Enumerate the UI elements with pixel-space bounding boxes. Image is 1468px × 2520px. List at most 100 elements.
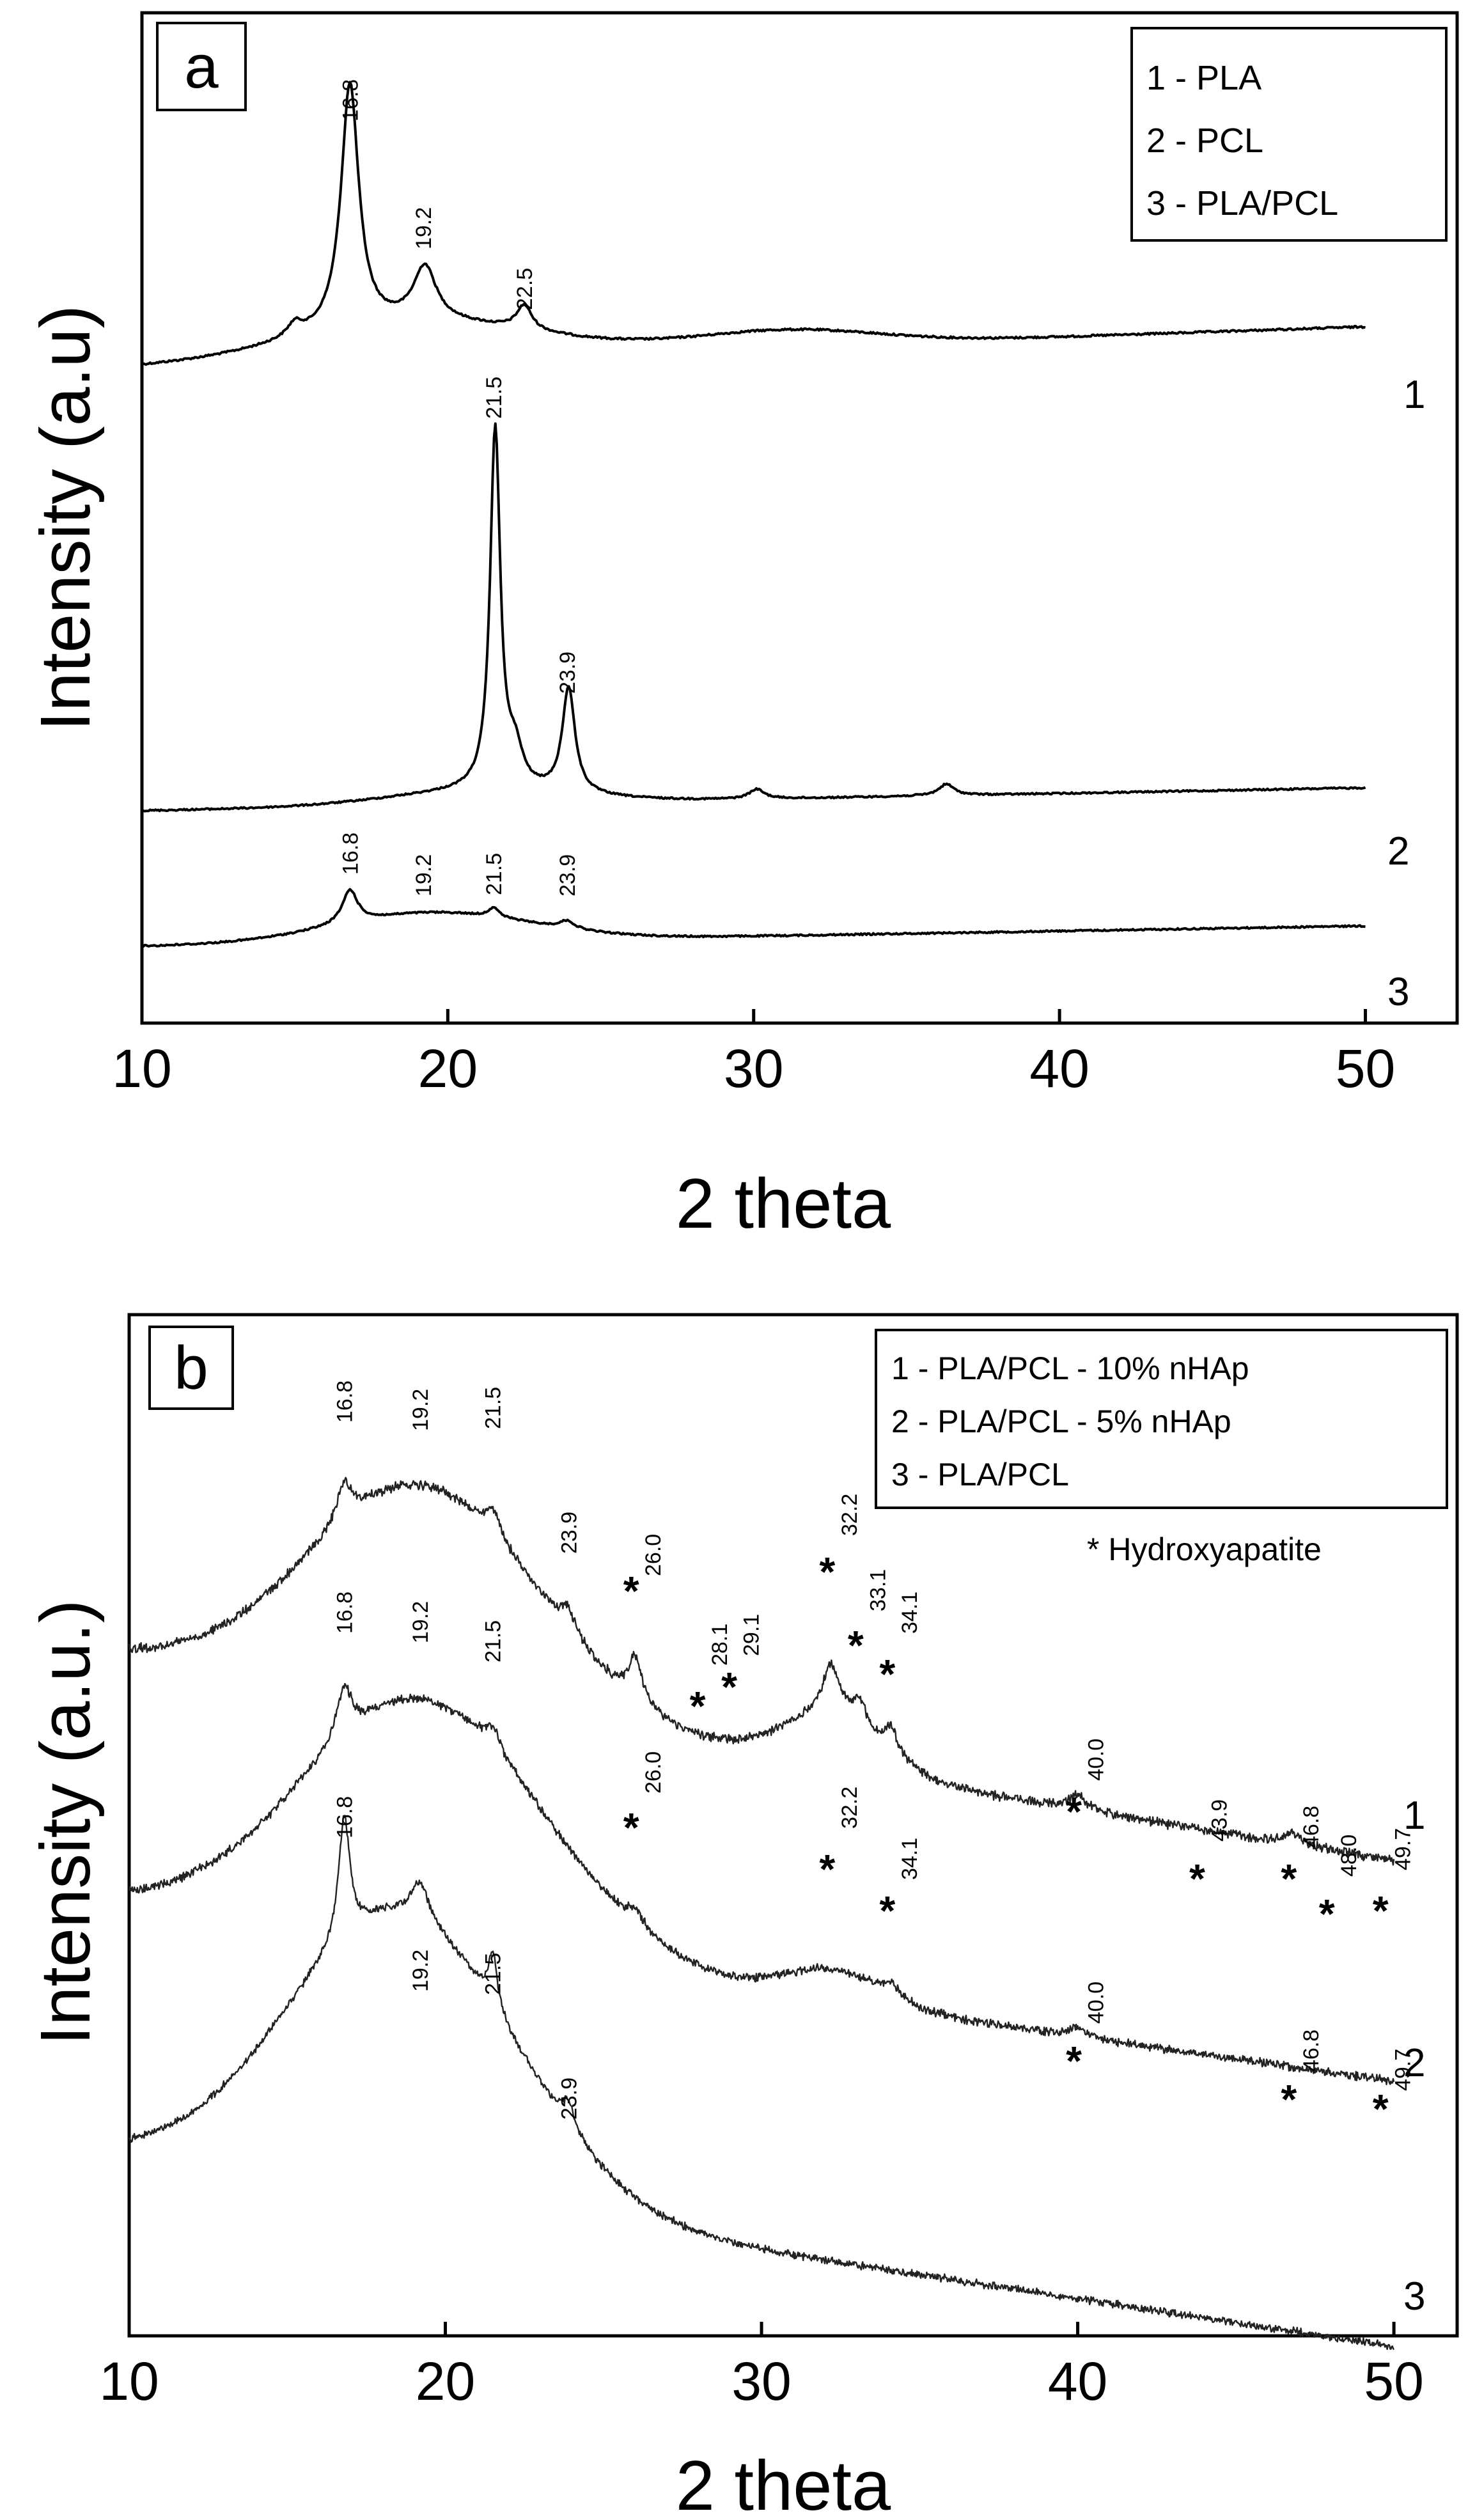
panel-b-series-1-peak-32.2: 32.2 (838, 1494, 862, 1536)
panel-a-x-tick-label-50: 50 (1336, 1038, 1395, 1099)
panel-b-series-1-peak-29.1: 29.1 (740, 1614, 764, 1656)
panel-a-letter-box (156, 22, 247, 111)
panel-b-series-1-peak-43.9: 43.9 (1207, 1799, 1231, 1842)
series-a-1-number: 1 (1403, 373, 1425, 417)
panel-b-series-1-ha-star-26.0: * (623, 1568, 639, 1614)
legend-a-item-2: 2 - PCL (1146, 121, 1263, 160)
panel-b-series-2-peak-32.2: 32.2 (838, 1787, 862, 1829)
legend-a-item-1: 1 - PLA (1146, 59, 1261, 97)
panel-a-series-1-peak-16.8: 16.8 (338, 79, 363, 121)
legend-b-item-3: 3 - PLA/PCL (891, 1457, 1069, 1492)
panel-b-series-1-ha-star-32.2: * (819, 1549, 835, 1595)
panel-b-series-1-ha-star-40.0: * (1066, 1788, 1082, 1835)
panel-b-x-tick-label-20: 20 (416, 2351, 475, 2411)
panel-a-frame (140, 11, 1459, 1025)
series-b-1-number: 1 (1403, 1794, 1425, 1838)
panel-b: b 1 - PLA/PCL - 10% nHAp 2 - PLA/PCL - 5… (26, 1313, 1459, 2520)
legend-b-item-1: 1 - PLA/PCL - 10% nHAp (891, 1350, 1249, 1386)
panel-b-series-1-peak-21.5: 21.5 (481, 1387, 506, 1429)
panel-b-series-2-peak-49.7: 49.7 (1391, 2049, 1415, 2091)
panel-a-series-3-peak-21.5: 21.5 (482, 853, 506, 895)
panel-a-series-2-peak-21.5: 21.5 (482, 377, 506, 419)
panel-b-series-2-ha-star-26.0: * (623, 1804, 639, 1851)
panel-b-series-2-peak-19.2: 19.2 (409, 1601, 433, 1643)
panel-b-series-2-peak-40.0: 40.0 (1084, 1982, 1109, 2024)
panel-b-series-1-ha-star-46.8: * (1281, 1856, 1297, 1902)
series-a-2-curve (141, 422, 1366, 813)
series-b-3-number: 3 (1403, 2274, 1425, 2319)
panel-b-series-3-peak-23.9: 23.9 (557, 2078, 581, 2120)
panel-b-series-2-ha-star-46.8: * (1281, 2076, 1297, 2122)
panel-b-series-2-ha-star-32.2: * (819, 1846, 835, 1892)
panel-b-x-tick-label-30: 30 (731, 2351, 791, 2411)
panel-b-series-2-peak-16.8: 16.8 (332, 1592, 357, 1634)
panel-b-series-1-peak-33.1: 33.1 (866, 1569, 890, 1611)
panel-b-series-2-peak-26.0: 26.0 (641, 1751, 666, 1794)
panel-b-x-axis: 10 20 30 40 50 (99, 2322, 1424, 2411)
panel-a-x-tick-label-20: 20 (418, 1038, 478, 1099)
panel-b-series-2-ha-star-49.7: * (1373, 2086, 1389, 2132)
panel-a-series-1-peak-19.2: 19.2 (412, 207, 436, 249)
series-a-2-number: 2 (1387, 829, 1409, 873)
panel-b-series-1-peak-40.0: 40.0 (1084, 1739, 1109, 1781)
panel-a-letter: a (184, 33, 219, 101)
panel-a-series-3-peak-16.8: 16.8 (338, 833, 363, 875)
panel-a-x-tick-label-40: 40 (1029, 1038, 1089, 1099)
panel-b-series-1-peak-46.8: 46.8 (1299, 1806, 1324, 1848)
panel-b-series-2-ha-star-34.1: * (879, 1888, 895, 1934)
panel-b-series-1-peak-34.1: 34.1 (898, 1592, 922, 1634)
panel-a-series-1-peak-22.5: 22.5 (513, 268, 537, 310)
panel-b-y-axis-title: Intensity (a.u.) (26, 1600, 105, 2046)
panel-a-x-axis-title: 2 theta (676, 1164, 891, 1243)
panel-a-series-3-peak-19.2: 19.2 (412, 854, 436, 896)
panel-b-x-tick-label-40: 40 (1048, 2351, 1107, 2411)
series-a-3-number: 3 (1387, 970, 1409, 1014)
panel-a-legend (1130, 27, 1448, 242)
panel-b-legend (875, 1329, 1448, 1509)
series-b-3-curve (128, 1815, 1395, 2351)
panel-b-series-1-ha-star-29.1: * (721, 1664, 737, 1710)
panel-a-x-axis: 10 20 30 40 50 (112, 1009, 1395, 1099)
panel-b-series-1-peak-16.8: 16.8 (332, 1381, 357, 1423)
series-b-2-number: 2 (1403, 2041, 1425, 2085)
panel-a-series-3-peak-23.9: 23.9 (556, 854, 580, 896)
panel-b-series-1-ha-star-49.7: * (1373, 1888, 1389, 1934)
legend-b-item-2: 2 - PLA/PCL - 5% nHAp (891, 1404, 1231, 1439)
panel-b-series-1-ha-star-48.0: * (1319, 1891, 1335, 1937)
panel-b-series-1-ha-star-34.1: * (879, 1651, 895, 1697)
panel-b-x-tick-label-10: 10 (99, 2351, 159, 2411)
legend-a-item-3: 3 - PLA/PCL (1146, 184, 1338, 223)
panel-b-series-2-peak-46.8: 46.8 (1299, 2030, 1324, 2072)
series-a-1-curve (141, 81, 1366, 366)
panel-b-series-2-peak-34.1: 34.1 (898, 1838, 922, 1880)
panel-b-series-1-peak-19.2: 19.2 (409, 1389, 433, 1431)
panel-b-series-2-ha-star-40.0: * (1066, 2038, 1082, 2084)
series-b-1-curve (128, 1476, 1395, 1866)
panel-b-series-1-peak-28.1: 28.1 (708, 1624, 732, 1666)
panel-b-letter-box (148, 1326, 234, 1410)
panel-b-series-3-peak-21.5: 21.5 (481, 1953, 506, 1995)
panel-b-x-tick-label-50: 50 (1364, 2351, 1423, 2411)
panel-b-x-axis-title: 2 theta (676, 2446, 891, 2520)
panel-b-series-3-peak-16.8: 16.8 (332, 1796, 357, 1838)
panel-b-series-1-ha-star-43.9: * (1189, 1856, 1205, 1902)
panel-b-series-1-ha-star-28.1: * (690, 1683, 706, 1729)
panel-b-series-3-peak-19.2: 19.2 (409, 1950, 433, 1992)
panel-a-peak-labels: 16.8 19.2 22.5 21.5 23.9 16.8 19.2 21.5 23.9 (338, 79, 580, 896)
panel-a-x-tick-label-30: 30 (724, 1038, 783, 1099)
panel-b-series-1-ha-star-33.1: * (848, 1622, 864, 1668)
panel-b-frame (127, 1313, 1459, 2338)
series-b-2-curve (128, 1682, 1395, 2085)
panel-a-series-2-peak-23.9: 23.9 (556, 652, 580, 694)
panel-b-series-1-peak-49.7: 49.7 (1391, 1828, 1415, 1870)
panel-b-series-1-peak-48.0: 48.0 (1337, 1835, 1361, 1877)
panel-a: a 1 - PLA 2 - PCL 3 - PLA/PCL 16.819.222… (26, 11, 1459, 1243)
panel-b-series-2-peak-21.5: 21.5 (481, 1620, 506, 1663)
series-a-3-curve (141, 888, 1366, 948)
hydroxyapatite-note: * Hydroxyapatite (1087, 1531, 1322, 1567)
panel-b-series-1-peak-26.0: 26.0 (641, 1534, 666, 1576)
panel-a-y-axis-title: Intensity (a.u) (26, 305, 105, 731)
panel-b-letter: b (174, 1334, 208, 1402)
panel-a-x-tick-label-10: 10 (112, 1038, 171, 1099)
